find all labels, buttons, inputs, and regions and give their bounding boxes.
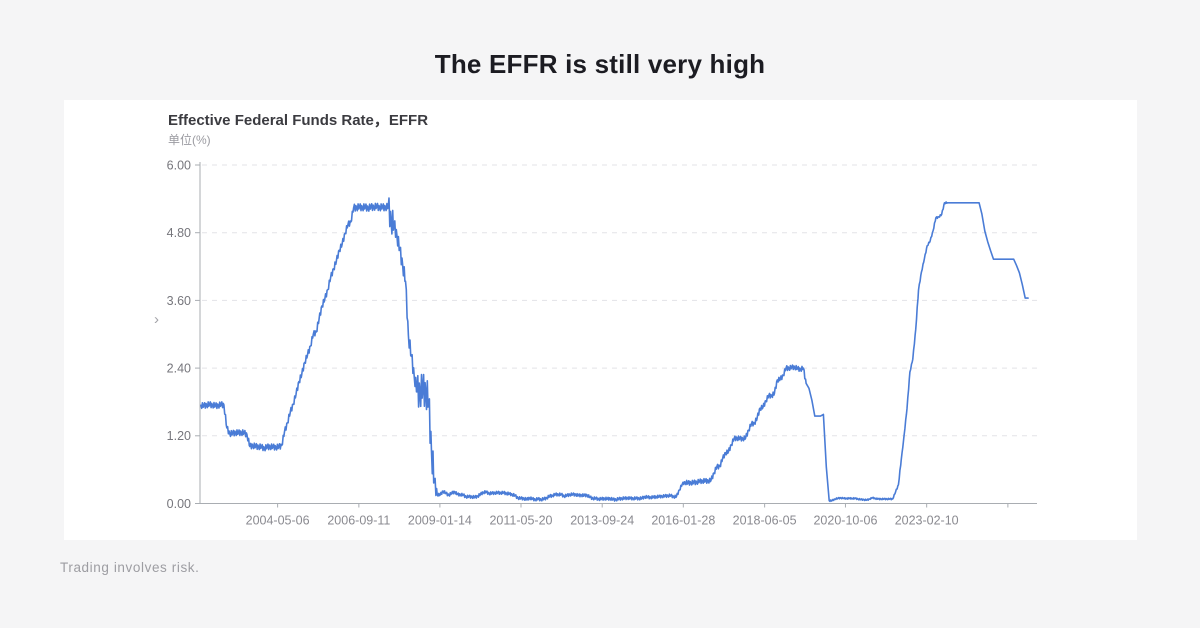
x-tick-label: 2020-10-06: [813, 514, 877, 528]
y-tick-label: 2.40: [167, 361, 191, 375]
effr-series-line: [200, 197, 1029, 503]
chart-unit-label: 单位(%): [168, 133, 211, 147]
page-title: The EFFR is still very high: [434, 49, 766, 79]
y-tick-label: 0.00: [167, 497, 191, 511]
y-tick-label: 4.80: [167, 226, 191, 240]
y-tick-label: 1.20: [167, 429, 191, 443]
x-tick-label: 2016-01-28: [651, 514, 715, 528]
disclaimer-text: Trading involves risk.: [60, 560, 200, 575]
y-tick-label: 6.00: [167, 158, 191, 172]
x-tick-label: 2011-05-20: [489, 514, 552, 528]
chevron-right-icon[interactable]: ›: [154, 311, 159, 328]
x-tick-label: 2004-05-06: [246, 514, 310, 528]
x-tick-label: 2013-09-24: [570, 514, 634, 528]
chart-title: Effective Federal Funds Rate，EFFR: [168, 112, 429, 129]
x-tick-label: 2009-01-14: [408, 514, 472, 528]
chart-card: Effective Federal Funds Rate，EFFR 单位(%) …: [64, 100, 1137, 540]
x-tick-label: 2018-06-05: [733, 514, 797, 528]
x-tick-label: 2006-09-11: [327, 514, 390, 528]
y-tick-label: 3.60: [167, 294, 191, 308]
x-tick-label: 2023-02-10: [895, 514, 959, 528]
effr-line-chart: 0.00 1.20 2.40 3.60 4.80 6.00 2004-05-06 2006-0…: [167, 158, 1037, 528]
